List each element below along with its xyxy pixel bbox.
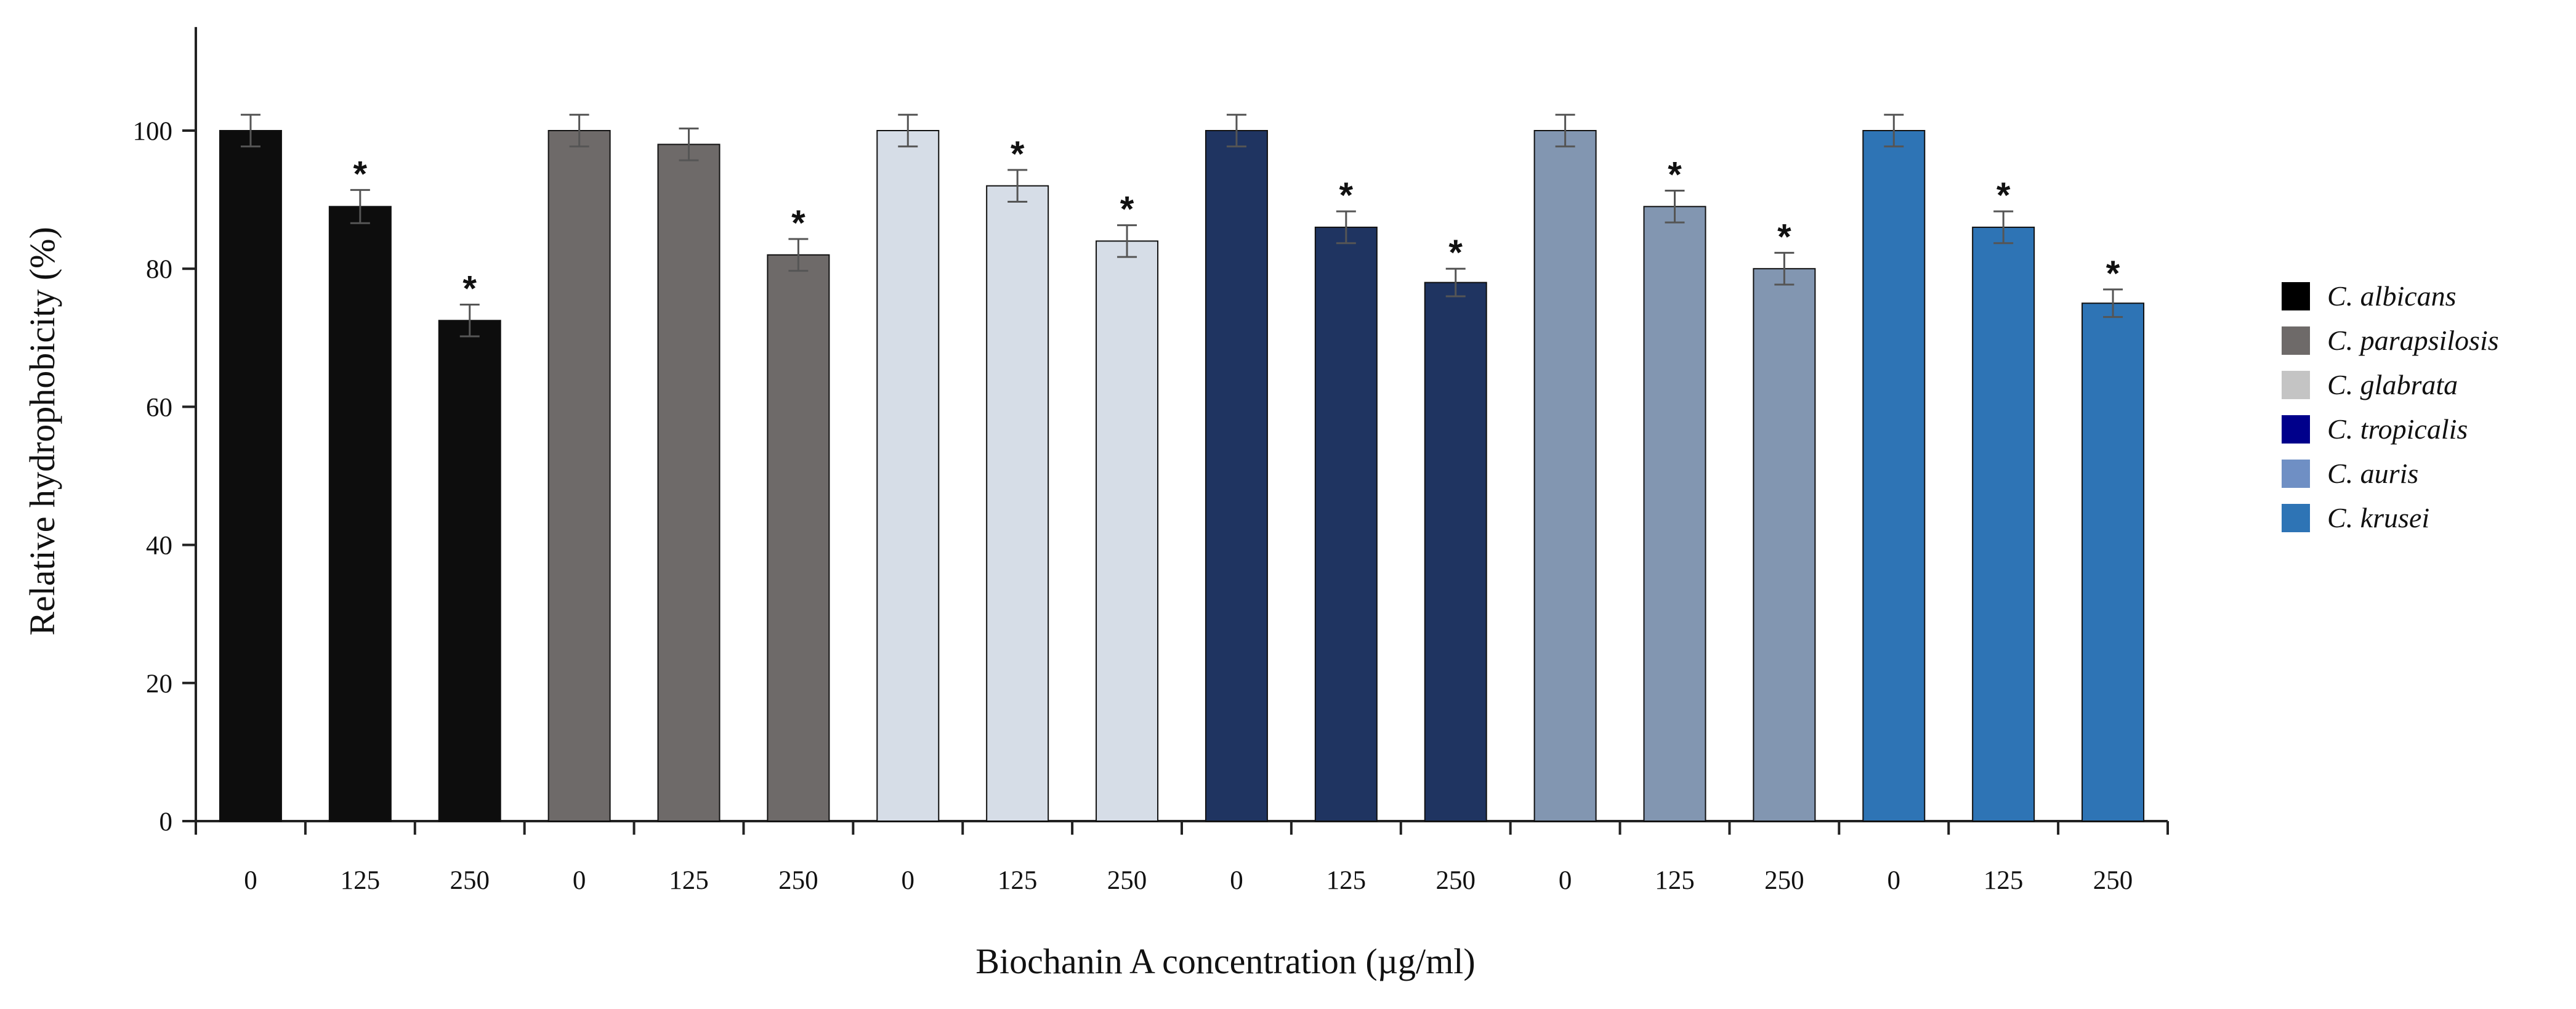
y-tick-label: 80 bbox=[146, 255, 172, 284]
legend-swatch bbox=[2282, 282, 2310, 310]
bar bbox=[1862, 130, 1926, 822]
x-tick-label: 0 bbox=[1559, 866, 1572, 895]
x-tick-label: 0 bbox=[902, 866, 915, 895]
legend-swatch bbox=[2282, 415, 2310, 444]
x-tick-label: 125 bbox=[998, 866, 1038, 895]
x-tick-label: 250 bbox=[450, 866, 490, 895]
significance-star: * bbox=[462, 269, 477, 309]
x-tick-label: 250 bbox=[2093, 866, 2133, 895]
x-tick-label: 125 bbox=[341, 866, 381, 895]
legend-label: C. tropicalis bbox=[2327, 413, 2468, 445]
x-tick-label: 0 bbox=[1888, 866, 1901, 895]
bar bbox=[2081, 302, 2145, 822]
legend-label: C. albicans bbox=[2327, 280, 2457, 312]
bars: * * * * * * * * * * * bbox=[219, 113, 2145, 822]
legend-swatch bbox=[2282, 371, 2310, 399]
x-tick-labels: 0 125 250 0 125 250 0 125 250 0 125 250 0 125 250 0 125 2… bbox=[244, 866, 2133, 895]
bar bbox=[1205, 130, 1268, 822]
x-tick-label: 0 bbox=[244, 866, 257, 895]
bar bbox=[1972, 226, 2035, 822]
significance-star: * bbox=[1668, 155, 1682, 195]
legend-swatch bbox=[2282, 326, 2310, 355]
x-tick-label: 0 bbox=[573, 866, 586, 895]
y-axis-title: Relative hydrophobicity (%) bbox=[22, 227, 62, 636]
x-tick-label: 125 bbox=[1984, 866, 2024, 895]
bar bbox=[547, 130, 611, 822]
bar bbox=[328, 206, 392, 822]
bar bbox=[438, 320, 501, 822]
x-tick-label: 250 bbox=[1107, 866, 1147, 895]
x-tick-label: 250 bbox=[778, 866, 818, 895]
y-tick-label: 60 bbox=[146, 393, 172, 422]
legend-swatch bbox=[2282, 460, 2310, 488]
axes bbox=[182, 26, 2169, 835]
significance-star: * bbox=[1997, 176, 2011, 216]
bar bbox=[767, 254, 830, 822]
significance-star: * bbox=[1120, 190, 1134, 230]
x-tick-label: 250 bbox=[1764, 866, 1804, 895]
bar bbox=[1314, 226, 1378, 822]
x-tick-label: 125 bbox=[1655, 866, 1695, 895]
legend-swatch bbox=[2282, 504, 2310, 532]
significance-star: * bbox=[353, 154, 368, 194]
significance-star: * bbox=[2106, 254, 2120, 294]
x-tick-label: 0 bbox=[1230, 866, 1243, 895]
y-tick-label: 40 bbox=[146, 532, 172, 561]
bar bbox=[657, 144, 721, 822]
bar bbox=[1096, 240, 1159, 822]
significance-star: * bbox=[1011, 134, 1025, 174]
bar bbox=[1424, 282, 1487, 822]
y-tick-label: 0 bbox=[159, 808, 173, 837]
significance-star: * bbox=[791, 203, 806, 243]
legend-label: C. parapsilosis bbox=[2327, 325, 2499, 356]
significance-star: * bbox=[1448, 233, 1463, 273]
x-axis-title: Biochanin A concentration (µg/ml) bbox=[975, 941, 1475, 981]
x-tick-label: 125 bbox=[1326, 866, 1367, 895]
legend: C. albicans C. parapsilosis C. glabrata C. … bbox=[2282, 280, 2499, 533]
bar bbox=[986, 185, 1049, 822]
significance-star: * bbox=[1777, 217, 1791, 257]
y-tick-labels: 0 20 40 60 80 100 bbox=[133, 117, 173, 837]
legend-label: C. krusei bbox=[2327, 502, 2429, 533]
bar bbox=[1643, 206, 1706, 822]
y-tick-label: 100 bbox=[133, 117, 173, 146]
x-tick-label: 250 bbox=[1435, 866, 1476, 895]
bar bbox=[1753, 268, 1816, 822]
y-tick-label: 20 bbox=[146, 670, 172, 699]
legend-label: C. glabrata bbox=[2327, 369, 2458, 400]
bar bbox=[219, 130, 282, 822]
bar bbox=[1533, 130, 1597, 822]
bar bbox=[876, 130, 940, 822]
x-tick-label: 125 bbox=[669, 866, 709, 895]
significance-star: * bbox=[1339, 176, 1354, 216]
legend-label: C. auris bbox=[2327, 458, 2418, 489]
